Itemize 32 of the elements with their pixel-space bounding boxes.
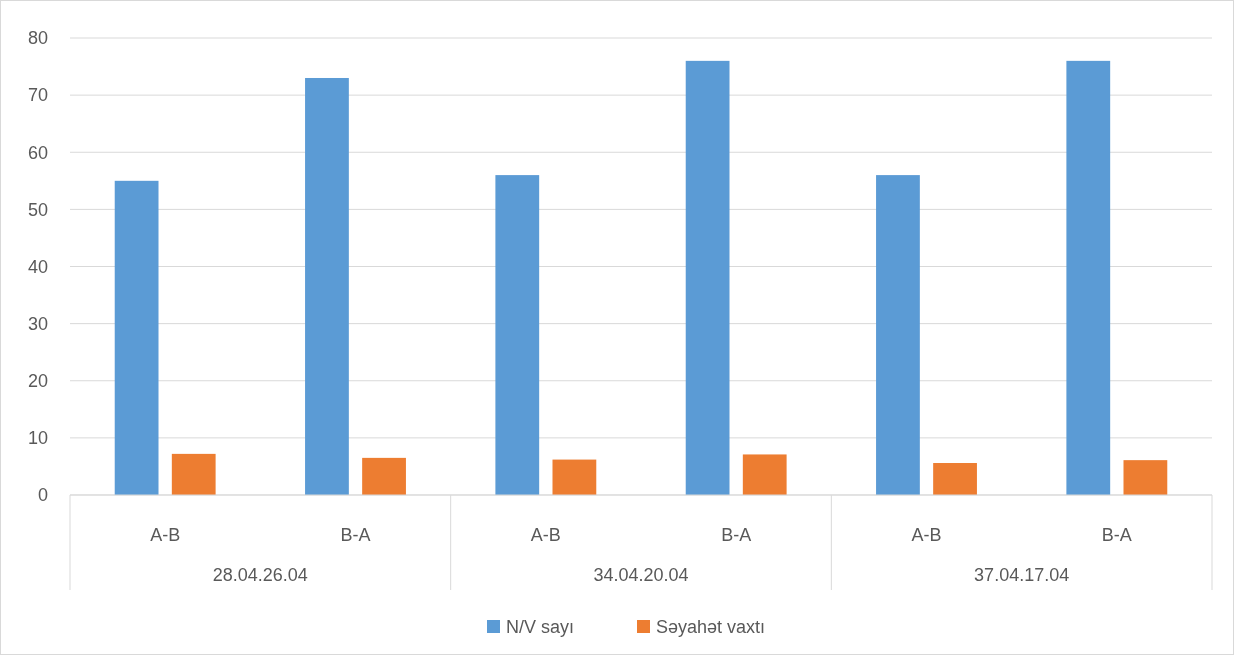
y-tick-label: 40 xyxy=(27,256,48,277)
y-tick-label: 80 xyxy=(27,28,48,49)
text: 28.04.26.04 xyxy=(212,565,308,585)
y-tick-label: 60 xyxy=(27,142,48,163)
y-tick-label: 30 xyxy=(27,313,48,334)
bar xyxy=(876,175,920,495)
bar xyxy=(1123,460,1168,495)
bar xyxy=(171,453,216,495)
x-tick-label: B-A xyxy=(340,525,371,545)
bar xyxy=(552,459,597,495)
bar xyxy=(114,180,159,495)
x-tick-label: B-A xyxy=(721,525,752,545)
bar xyxy=(305,77,349,495)
legend-label: Səyahət vaxtı xyxy=(656,617,766,638)
x-tick-label: A-B xyxy=(150,525,181,545)
y-tick-label: 0 xyxy=(37,485,48,506)
x-tick-label: B-A xyxy=(1101,525,1132,545)
bar xyxy=(685,60,730,495)
y-tick-label: 10 xyxy=(27,428,48,449)
bar xyxy=(1066,60,1111,495)
bar xyxy=(495,175,540,495)
y-tick-label: 70 xyxy=(27,85,48,106)
text: 37.04.17.04 xyxy=(974,565,1070,585)
legend-label: N/V sayı xyxy=(506,617,575,638)
x-tick-label: A-B xyxy=(911,525,942,545)
bar xyxy=(742,454,787,495)
bar xyxy=(362,457,406,495)
bar xyxy=(933,463,977,495)
y-tick-label: 20 xyxy=(27,371,48,392)
x-tick-label: A-B xyxy=(530,525,561,545)
text: 34.04.20.04 xyxy=(593,565,689,585)
y-tick-label: 50 xyxy=(27,199,48,220)
